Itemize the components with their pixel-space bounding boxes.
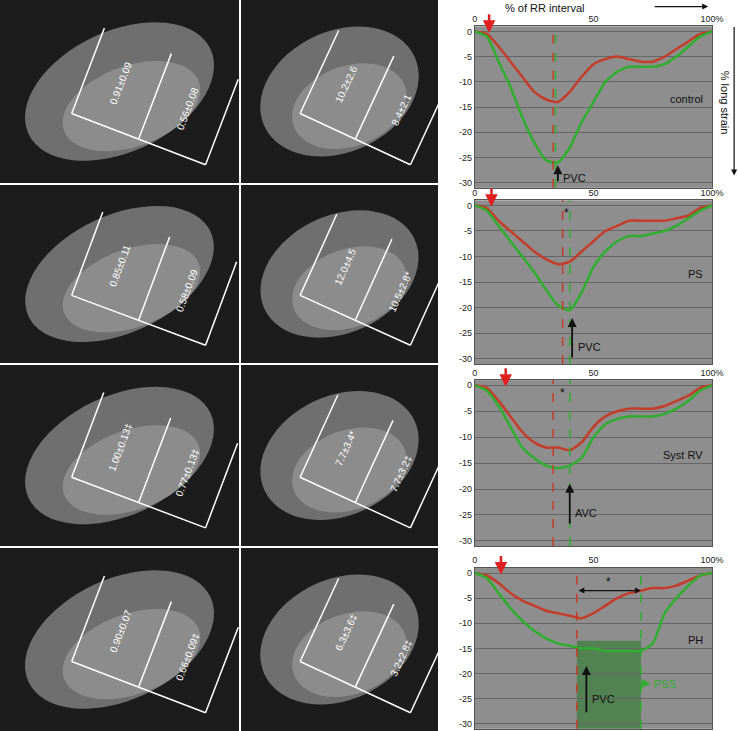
svg-text:0.90±0.07: 0.90±0.07 bbox=[108, 608, 134, 654]
svg-text:0: 0 bbox=[472, 368, 477, 378]
svg-text:AVC: AVC bbox=[575, 507, 597, 519]
svg-text:PVC: PVC bbox=[563, 172, 586, 184]
svg-text:-30: -30 bbox=[459, 178, 472, 188]
svg-text:% long strain: % long strain bbox=[719, 71, 731, 135]
svg-text:*: * bbox=[564, 206, 569, 220]
svg-text:0.91±0.09: 0.91±0.09 bbox=[108, 60, 134, 106]
svg-text:-10: -10 bbox=[459, 618, 472, 628]
svg-text:100%: 100% bbox=[701, 555, 724, 565]
svg-text:100%: 100% bbox=[701, 188, 724, 198]
svg-text:-5: -5 bbox=[464, 593, 472, 603]
svg-text:-10: -10 bbox=[459, 77, 472, 87]
svg-text:-25: -25 bbox=[459, 510, 472, 520]
svg-text:-25: -25 bbox=[459, 328, 472, 338]
svg-text:3.2±2.8‡: 3.2±2.8‡ bbox=[388, 638, 414, 678]
svg-text:Syst RV: Syst RV bbox=[663, 449, 703, 461]
svg-text:50: 50 bbox=[588, 188, 598, 198]
svg-text:-20: -20 bbox=[459, 484, 472, 494]
svg-text:-5: -5 bbox=[464, 52, 472, 62]
svg-text:-30: -30 bbox=[459, 719, 472, 729]
svg-text:-15: -15 bbox=[459, 277, 472, 287]
svg-text:*: * bbox=[560, 386, 565, 400]
svg-text:-5: -5 bbox=[464, 406, 472, 416]
svg-text:-20: -20 bbox=[459, 669, 472, 679]
svg-text:100%: 100% bbox=[701, 14, 724, 24]
svg-text:8.4±2.1: 8.4±2.1 bbox=[389, 92, 413, 127]
svg-text:0.66±0.09‡: 0.66±0.09‡ bbox=[174, 632, 202, 683]
svg-text:PS: PS bbox=[688, 268, 703, 280]
svg-text:-25: -25 bbox=[459, 694, 472, 704]
svg-text:-30: -30 bbox=[459, 536, 472, 546]
svg-text:7.7±3.2‡: 7.7±3.2‡ bbox=[388, 454, 414, 494]
svg-text:0: 0 bbox=[467, 27, 472, 37]
svg-text:0.56±0.08: 0.56±0.08 bbox=[175, 86, 201, 132]
svg-text:-20: -20 bbox=[459, 127, 472, 137]
svg-text:control: control bbox=[670, 93, 703, 105]
svg-text:50: 50 bbox=[588, 14, 598, 24]
svg-text:1.00±0.13‡: 1.00±0.13‡ bbox=[106, 422, 134, 473]
svg-text:0.85±0.11: 0.85±0.11 bbox=[107, 243, 133, 288]
svg-text:-25: -25 bbox=[459, 153, 472, 163]
svg-text:0.77±0.13‡: 0.77±0.13‡ bbox=[173, 447, 201, 498]
svg-text:PH: PH bbox=[688, 634, 703, 646]
svg-text:0: 0 bbox=[472, 188, 477, 198]
svg-text:-15: -15 bbox=[459, 644, 472, 654]
svg-text:PVC: PVC bbox=[592, 693, 615, 705]
svg-text:PSS: PSS bbox=[654, 678, 676, 690]
svg-text:*: * bbox=[606, 575, 611, 589]
svg-text:0: 0 bbox=[472, 555, 477, 565]
svg-text:-5: -5 bbox=[464, 226, 472, 236]
svg-text:PVC: PVC bbox=[578, 341, 601, 353]
svg-text:0: 0 bbox=[467, 380, 472, 390]
svg-text:0: 0 bbox=[467, 568, 472, 578]
svg-text:10.5±2.8*: 10.5±2.8* bbox=[387, 270, 415, 314]
svg-text:0: 0 bbox=[467, 201, 472, 211]
svg-text:0: 0 bbox=[472, 14, 477, 24]
svg-text:% of RR interval: % of RR interval bbox=[505, 2, 584, 14]
svg-text:-20: -20 bbox=[459, 303, 472, 313]
svg-text:-15: -15 bbox=[459, 102, 472, 112]
svg-text:7.7±3.4*: 7.7±3.4* bbox=[333, 429, 359, 467]
svg-text:0.58±0.09: 0.58±0.09 bbox=[174, 268, 200, 314]
svg-text:-10: -10 bbox=[459, 432, 472, 442]
svg-text:12.0±4.5: 12.0±4.5 bbox=[332, 247, 358, 287]
svg-text:-15: -15 bbox=[459, 458, 472, 468]
svg-text:100%: 100% bbox=[701, 368, 724, 378]
svg-text:-10: -10 bbox=[459, 252, 472, 262]
svg-text:50: 50 bbox=[588, 555, 598, 565]
svg-text:6.3±3.6‡: 6.3±3.6‡ bbox=[333, 612, 359, 652]
svg-text:-30: -30 bbox=[459, 354, 472, 364]
svg-text:50: 50 bbox=[588, 368, 598, 378]
svg-text:10.2±2.6: 10.2±2.6 bbox=[333, 64, 360, 104]
